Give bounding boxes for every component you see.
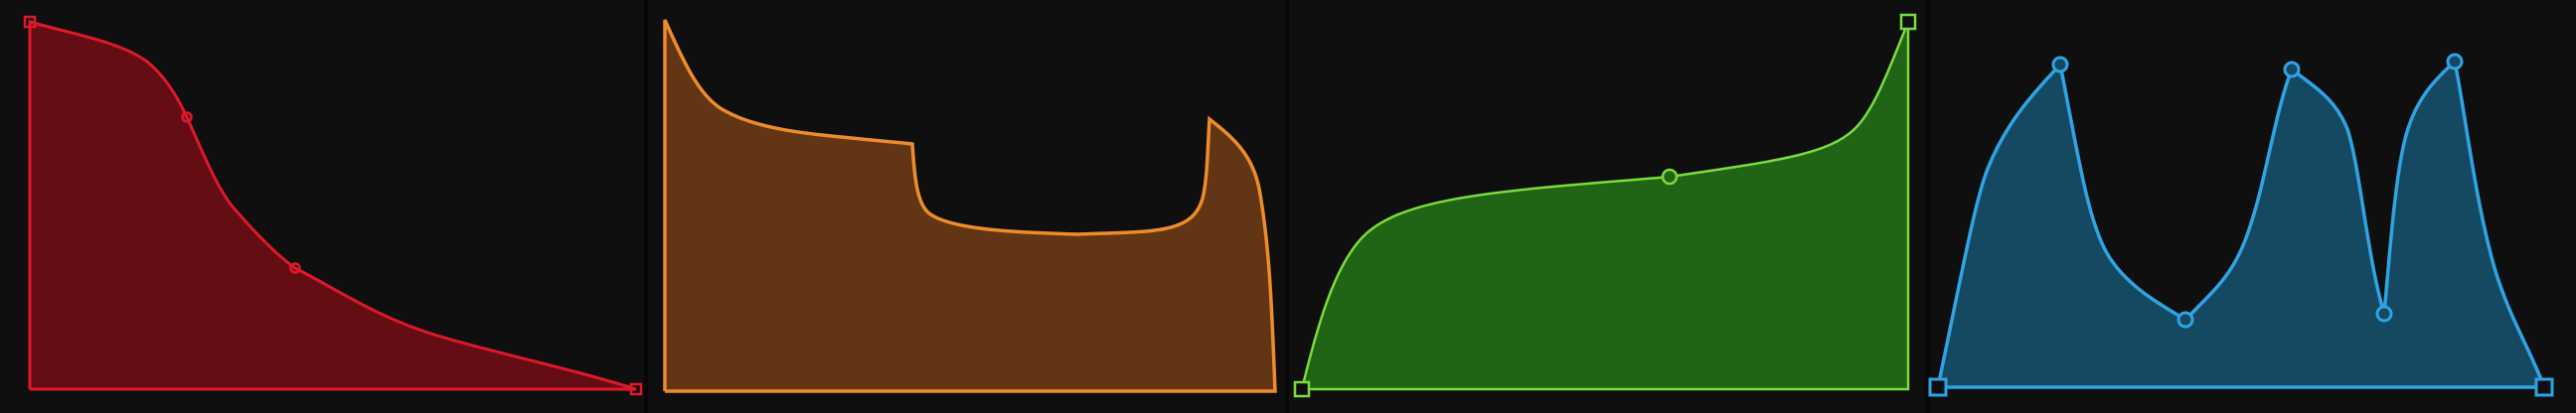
curve-handle-circle[interactable] [289, 262, 301, 274]
curve-handle-circle[interactable] [2283, 61, 2301, 78]
envelope-orange [663, 19, 1277, 393]
envelope-red [23, 15, 643, 396]
curve-handle-square[interactable] [2534, 377, 2554, 397]
curve-handle-circle[interactable] [2446, 53, 2464, 70]
envelope-green [1293, 13, 1917, 398]
curve-handle-square[interactable] [1899, 13, 1917, 31]
curve-fill-red [30, 22, 636, 389]
envelope-blue [1928, 53, 2554, 397]
curve-fill-blue [1938, 62, 2544, 387]
curve-line-red[interactable] [28, 20, 637, 391]
curve-handle-circle[interactable] [2051, 56, 2069, 73]
curve-line-green[interactable] [1300, 21, 1910, 391]
curve-handle-square[interactable] [629, 382, 643, 396]
curve-handle-square[interactable] [1928, 377, 1948, 397]
curve-fill-green [1302, 22, 1908, 389]
curve-handle-circle[interactable] [2375, 305, 2393, 323]
curve-handle-circle[interactable] [2176, 311, 2194, 329]
panel-divider [1285, 0, 1289, 413]
panel-divider [644, 0, 648, 413]
curve-line-orange[interactable] [663, 19, 1277, 393]
curve-handle-circle[interactable] [181, 111, 193, 123]
curve-handle-square[interactable] [1293, 380, 1311, 398]
curve-handle-circle[interactable] [1661, 168, 1679, 186]
curve-fill-orange [665, 20, 1275, 391]
panel-divider [1926, 0, 1930, 413]
curve-handle-square[interactable] [23, 15, 37, 29]
